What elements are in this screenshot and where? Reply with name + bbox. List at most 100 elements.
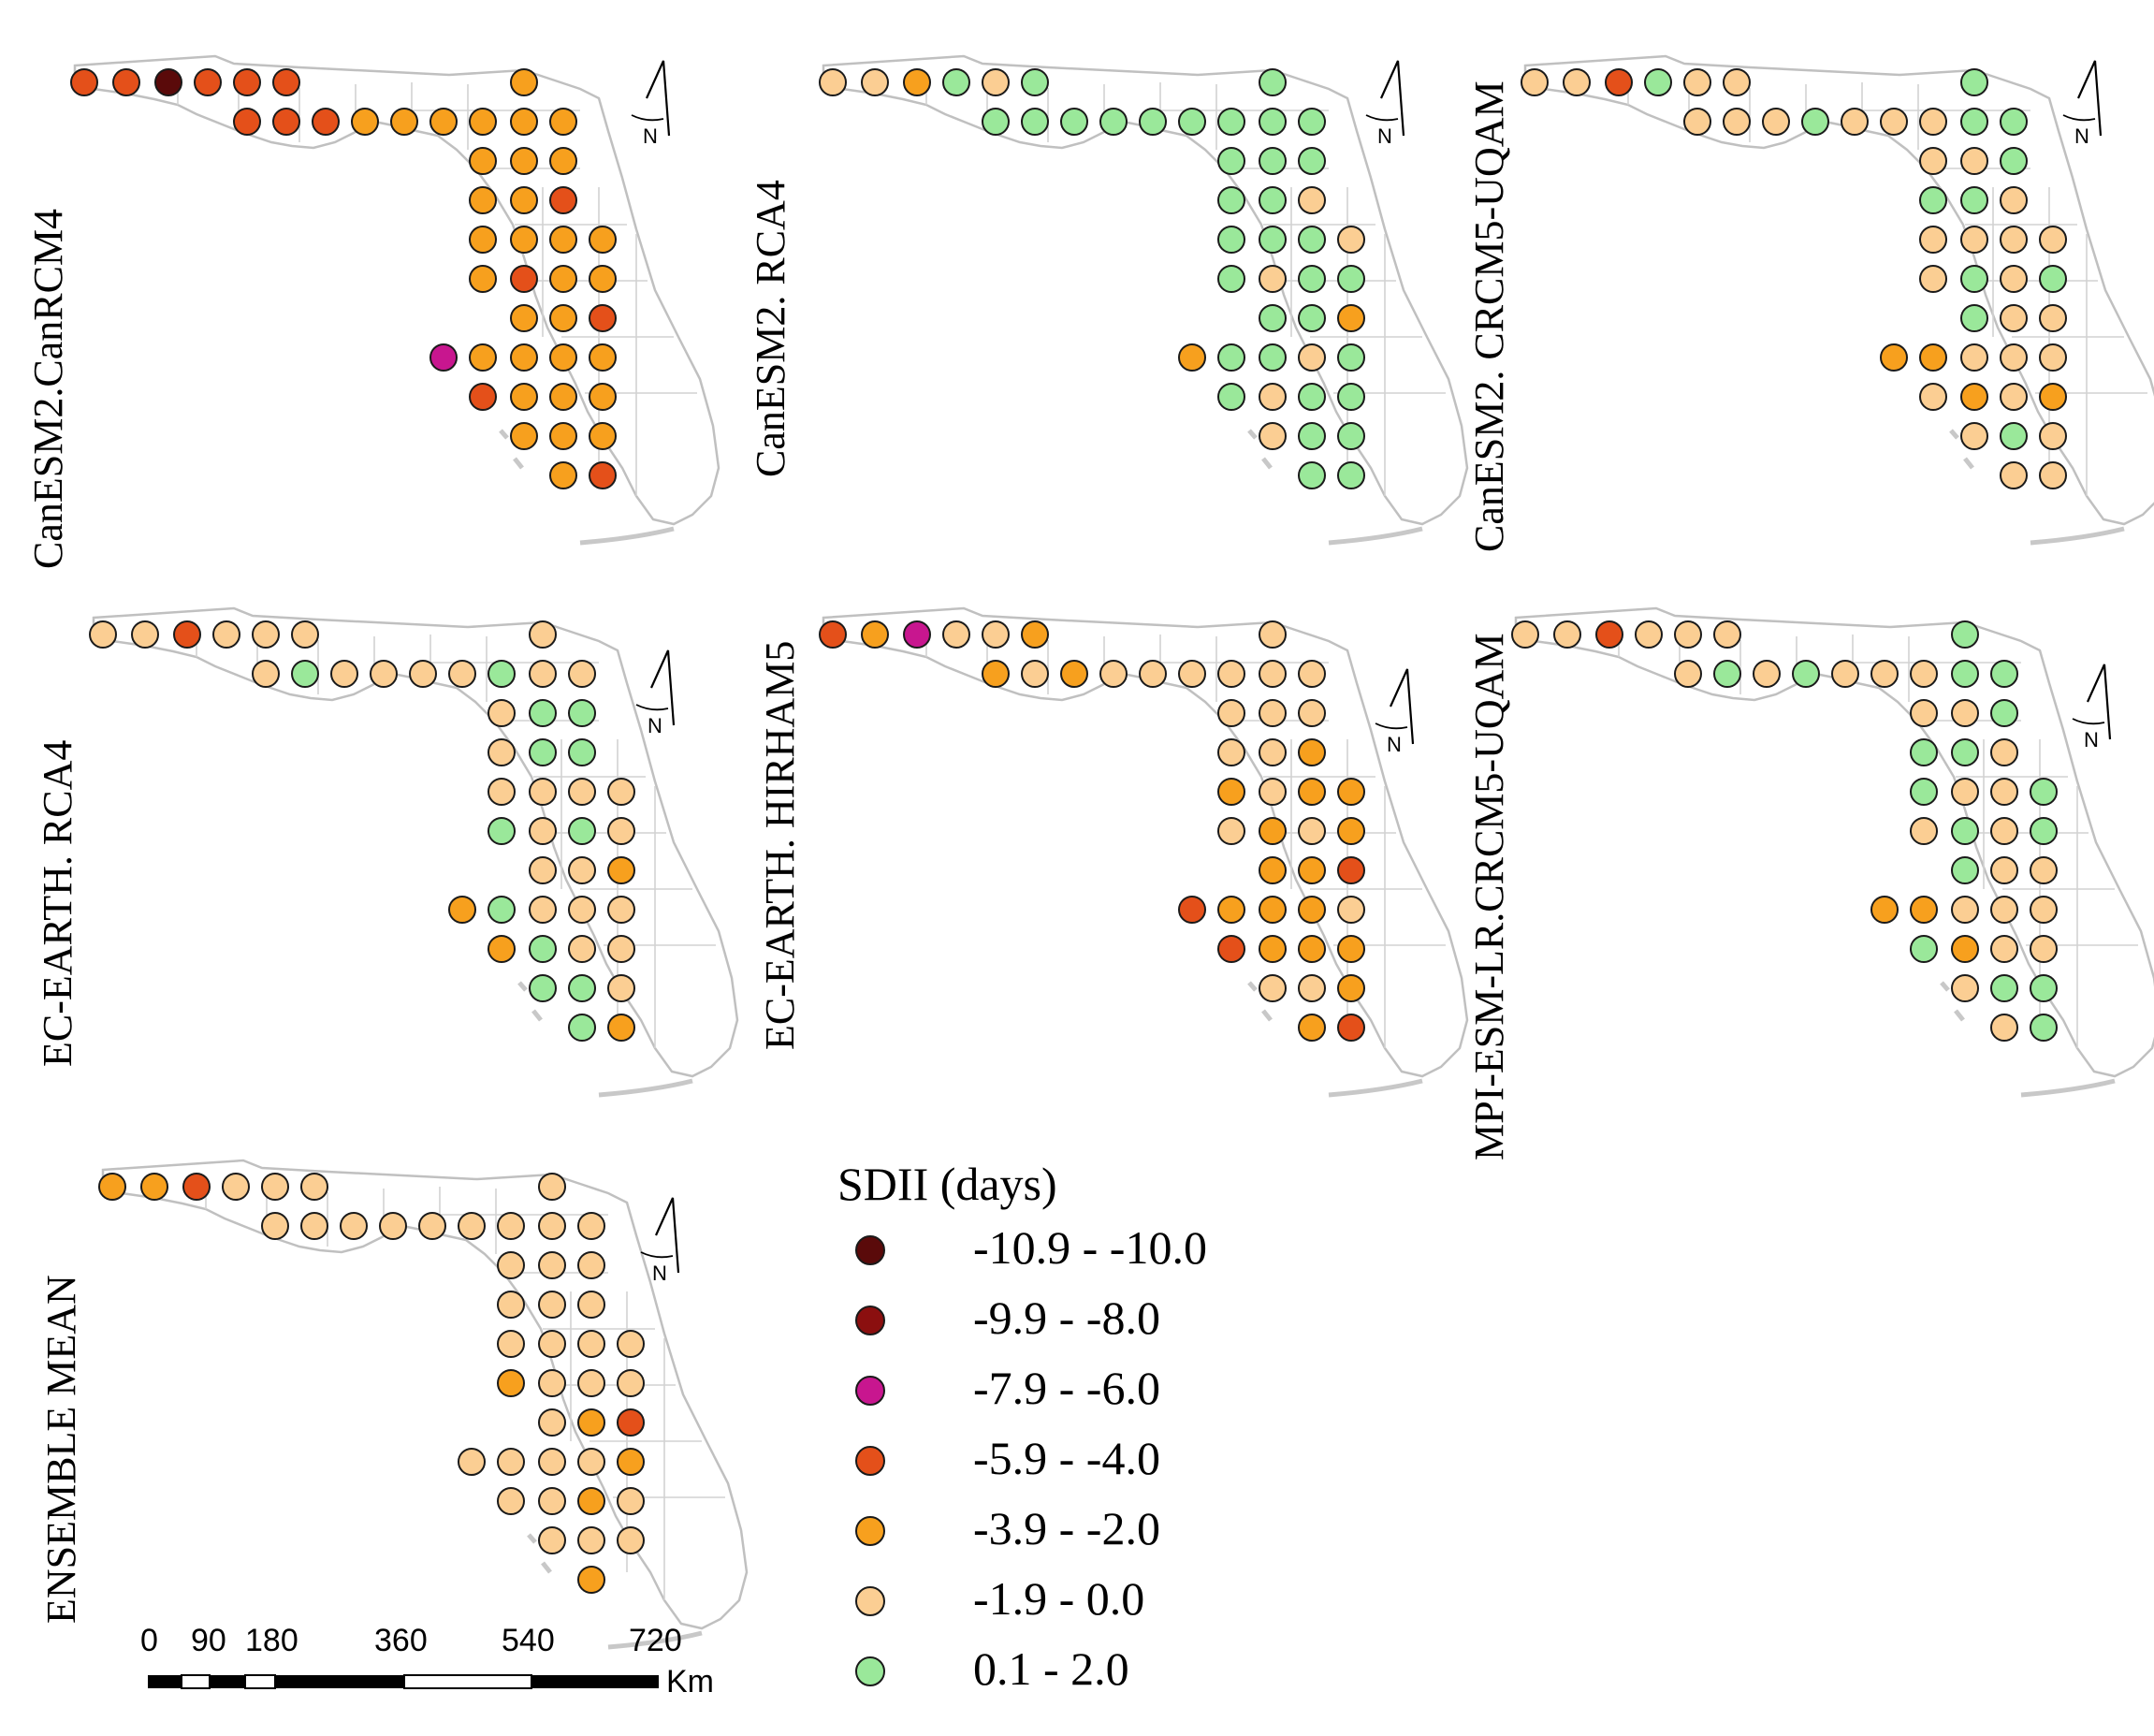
station-marker — [2030, 896, 2058, 924]
station-marker — [469, 383, 497, 411]
station-marker — [1298, 896, 1326, 924]
map-area — [89, 608, 737, 1095]
station-marker — [1217, 817, 1245, 845]
station-marker — [1337, 817, 1365, 845]
station-marker — [589, 304, 617, 332]
panel-map: CanESM2.CanRCM4 N — [25, 56, 719, 569]
station-marker — [1337, 343, 1365, 372]
panel-map: ENSEMBLE MEAN N — [38, 1160, 747, 1647]
station-marker — [607, 935, 635, 963]
station-marker — [510, 422, 538, 450]
station-marker — [1910, 738, 1938, 766]
station-marker — [131, 620, 159, 649]
station-marker — [1217, 186, 1245, 214]
station-marker — [390, 108, 418, 136]
station-marker — [1298, 778, 1326, 806]
station-marker — [1298, 108, 1326, 136]
scale-tick-label: 180 — [245, 1623, 298, 1658]
panel-title: MPI-ESM-LR.CRCM5-UQAM — [1466, 633, 1512, 1160]
station-marker — [1595, 620, 1623, 649]
station-marker — [1259, 343, 1287, 372]
station-marker — [1960, 265, 1988, 293]
station-group — [819, 620, 1365, 1042]
station-marker — [510, 343, 538, 372]
station-marker — [1919, 383, 1947, 411]
legend-label: -5.9 - -4.0 — [973, 1432, 1160, 1484]
station-marker — [1298, 343, 1326, 372]
station-marker — [194, 68, 222, 96]
station-marker — [1990, 896, 2018, 924]
station-marker — [903, 620, 931, 649]
station-marker — [497, 1330, 525, 1358]
station-marker — [982, 68, 1010, 96]
station-marker — [589, 226, 617, 254]
station-marker — [607, 896, 635, 924]
station-marker — [1831, 660, 1859, 688]
legend-title: SDII (days) — [837, 1158, 1057, 1210]
station-marker — [1298, 856, 1326, 884]
station-marker — [233, 108, 261, 136]
legend-swatch — [855, 1306, 885, 1335]
legend-swatch — [855, 1446, 885, 1476]
station-marker — [1217, 699, 1245, 727]
station-marker — [458, 1448, 486, 1476]
map-area — [819, 56, 1467, 543]
station-marker — [1951, 620, 1979, 649]
station-marker — [1217, 147, 1245, 175]
panel-map: EC-EARTH. HIRHAM5 N — [757, 608, 1467, 1095]
station-marker — [549, 422, 577, 450]
station-marker — [549, 226, 577, 254]
station-marker — [1337, 856, 1365, 884]
station-marker — [98, 1173, 126, 1201]
station-marker — [1919, 186, 1947, 214]
legend-swatch — [855, 1516, 885, 1546]
station-marker — [529, 699, 557, 727]
station-marker — [549, 186, 577, 214]
station-marker — [1021, 620, 1049, 649]
station-marker — [252, 620, 280, 649]
station-marker — [1217, 343, 1245, 372]
panel-map: CanESM2. RCA4 N — [748, 56, 1467, 543]
station-marker — [1298, 660, 1326, 688]
station-marker — [617, 1526, 645, 1554]
map-area — [70, 56, 719, 543]
station-marker — [1060, 660, 1088, 688]
station-marker — [351, 108, 379, 136]
station-marker — [112, 68, 140, 96]
station-marker — [538, 1173, 566, 1201]
station-marker — [1910, 896, 1938, 924]
station-marker — [1259, 896, 1287, 924]
station-marker — [469, 265, 497, 293]
station-marker — [568, 935, 596, 963]
station-marker — [1960, 422, 1988, 450]
station-marker — [488, 935, 516, 963]
scale-tick-label: 90 — [191, 1623, 226, 1658]
station-marker — [1337, 383, 1365, 411]
station-marker — [1880, 108, 1908, 136]
station-marker — [549, 147, 577, 175]
station-marker — [2039, 265, 2067, 293]
station-group — [89, 620, 635, 1042]
station-marker — [1178, 343, 1206, 372]
station-marker — [291, 620, 319, 649]
station-marker — [1713, 660, 1741, 688]
map-area — [1511, 608, 2154, 1095]
station-marker — [1960, 304, 1988, 332]
station-marker — [330, 660, 358, 688]
station-marker — [1521, 68, 1549, 96]
station-marker — [2000, 343, 2028, 372]
station-marker — [1960, 383, 1988, 411]
station-marker — [1298, 265, 1326, 293]
station-marker — [1674, 660, 1702, 688]
station-marker — [861, 68, 889, 96]
station-marker — [261, 1212, 289, 1240]
station-marker — [2030, 817, 2058, 845]
north-arrow-icon: N — [1364, 59, 1405, 148]
station-marker — [1951, 817, 1979, 845]
legend-swatch — [855, 1376, 885, 1406]
station-marker — [1178, 896, 1206, 924]
station-marker — [577, 1369, 605, 1397]
station-marker — [1217, 896, 1245, 924]
legend: SDII (days) -10.9 - -10.0 -9.9 - -8.0 -7.9… — [837, 1158, 1207, 1695]
station-marker — [1217, 108, 1245, 136]
